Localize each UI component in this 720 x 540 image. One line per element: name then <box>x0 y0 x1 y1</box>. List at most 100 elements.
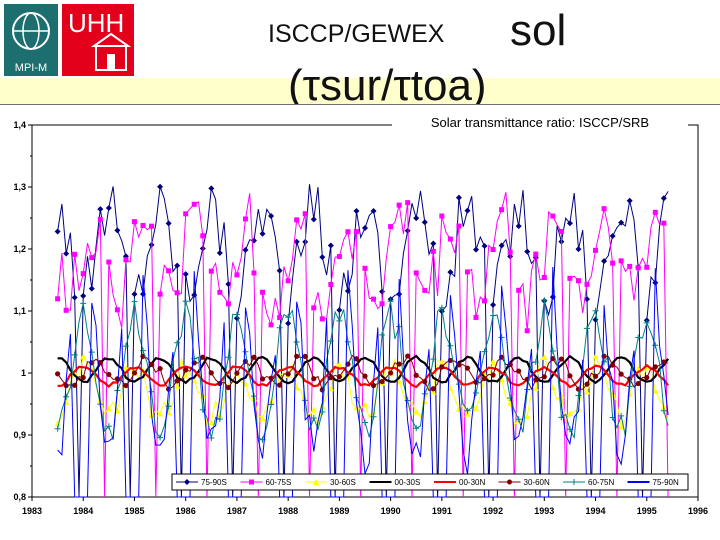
point-75-90S <box>455 194 462 201</box>
point-75-90S <box>370 207 377 214</box>
point-60-75N <box>233 311 240 318</box>
series-line-00-30N <box>57 363 669 389</box>
x-tick-label: 1994 <box>586 506 606 516</box>
point-60-75N <box>652 342 659 349</box>
point-60-75S <box>371 296 377 302</box>
point-60-75S <box>294 217 300 223</box>
y-tick-label: 1,4 <box>13 120 26 130</box>
point-30-60N <box>592 373 599 379</box>
point-75-90S <box>660 195 667 202</box>
point-75-90S <box>490 301 497 308</box>
x-tick-label: 1986 <box>176 506 196 516</box>
point-60-75N <box>182 298 189 305</box>
point-75-90S <box>165 220 172 227</box>
point-30-60S <box>174 382 181 389</box>
x-tick-label: 1995 <box>637 506 657 516</box>
point-60-75N <box>310 414 317 421</box>
y-tick-label: 1,2 <box>13 244 26 254</box>
point-60-75N <box>131 298 138 305</box>
point-75-90S <box>575 246 582 253</box>
point-60-75S <box>80 271 86 277</box>
series-line-60-75S <box>57 191 669 498</box>
point-60-75N <box>635 334 642 341</box>
point-75-90S <box>618 219 625 226</box>
point-30-60S <box>532 384 539 391</box>
series-line-60-75N <box>57 300 669 441</box>
point-75-90S <box>310 216 317 223</box>
uhh-logo: UHH <box>62 4 134 76</box>
point-30-60N <box>157 366 163 372</box>
point-60-75S <box>464 269 470 275</box>
legend-box <box>171 473 689 491</box>
x-tick-label: 1983 <box>22 506 42 516</box>
point-60-75N <box>344 338 351 345</box>
point-60-75N <box>447 342 454 349</box>
point-60-75N <box>575 392 582 399</box>
point-60-75S <box>575 278 581 284</box>
point-75-90S <box>336 307 343 314</box>
point-60-75N <box>302 397 309 404</box>
point-60-75N <box>592 307 599 314</box>
x-tick-label: 1985 <box>124 506 144 516</box>
legend: 75-90S 60-75S 30-60S 00-30S 00-30N 30-60N 60-7… <box>171 473 689 491</box>
point-60-75S <box>140 222 146 228</box>
point-30-60N <box>644 374 650 381</box>
point-30-60S <box>549 384 556 391</box>
point-60-75N <box>413 425 420 432</box>
point-60-75S <box>183 211 189 217</box>
y-tick-label: 0,9 <box>13 430 26 440</box>
point-60-75S <box>131 219 137 225</box>
point-30-60N <box>217 380 223 387</box>
point-60-75S <box>439 213 445 219</box>
point-30-60S <box>524 413 531 420</box>
point-60-75S <box>311 305 317 311</box>
point-75-90S <box>362 224 368 231</box>
point-30-60N <box>106 371 112 378</box>
point-75-90S <box>174 262 181 269</box>
series-layer <box>54 183 670 498</box>
point-60-75S <box>541 275 547 281</box>
point-60-75S <box>558 228 564 234</box>
point-30-60N <box>652 364 658 370</box>
point-60-75N <box>327 337 334 344</box>
point-30-60S <box>430 388 437 395</box>
point-60-75S <box>567 275 573 281</box>
point-60-75S <box>166 268 172 274</box>
point-75-90S <box>114 227 121 234</box>
point-60-75S <box>473 314 479 320</box>
legend-marker-60-75N <box>571 479 577 485</box>
point-30-60N <box>353 356 360 362</box>
point-60-75S <box>72 251 78 257</box>
legend-label: 75-90S <box>201 478 227 487</box>
point-75-90S <box>268 213 275 220</box>
point-75-90S <box>71 294 78 301</box>
point-60-75N <box>242 348 249 355</box>
y-tick-label: 1 <box>21 368 26 378</box>
point-60-75S <box>482 298 488 304</box>
mpi-logo: MPI-M <box>4 4 58 76</box>
point-60-75S <box>533 251 539 257</box>
point-60-75N <box>268 401 275 408</box>
point-60-75S <box>55 296 61 302</box>
point-60-75N <box>379 331 386 338</box>
chart-title: Solar transmittance ratio: ISCCP/SRB <box>431 115 649 130</box>
point-60-75N <box>438 304 445 311</box>
point-75-90S <box>285 320 292 327</box>
university-building-icon <box>90 32 132 71</box>
point-75-90S <box>413 215 420 222</box>
point-60-75S <box>328 281 334 287</box>
legend-marker-30-60S <box>313 479 319 485</box>
point-30-60N <box>413 372 419 378</box>
point-60-75N <box>404 397 411 404</box>
point-60-75S <box>106 259 112 265</box>
point-30-60N <box>328 375 334 381</box>
legend-label: 60-75N <box>588 478 614 487</box>
point-60-75S <box>191 201 197 207</box>
point-60-75N <box>293 338 300 345</box>
point-60-75S <box>388 224 394 230</box>
point-60-75N <box>225 354 232 361</box>
point-60-75S <box>618 258 624 264</box>
point-75-90S <box>80 292 87 299</box>
point-30-60N <box>251 354 257 360</box>
point-60-75S <box>234 272 240 278</box>
